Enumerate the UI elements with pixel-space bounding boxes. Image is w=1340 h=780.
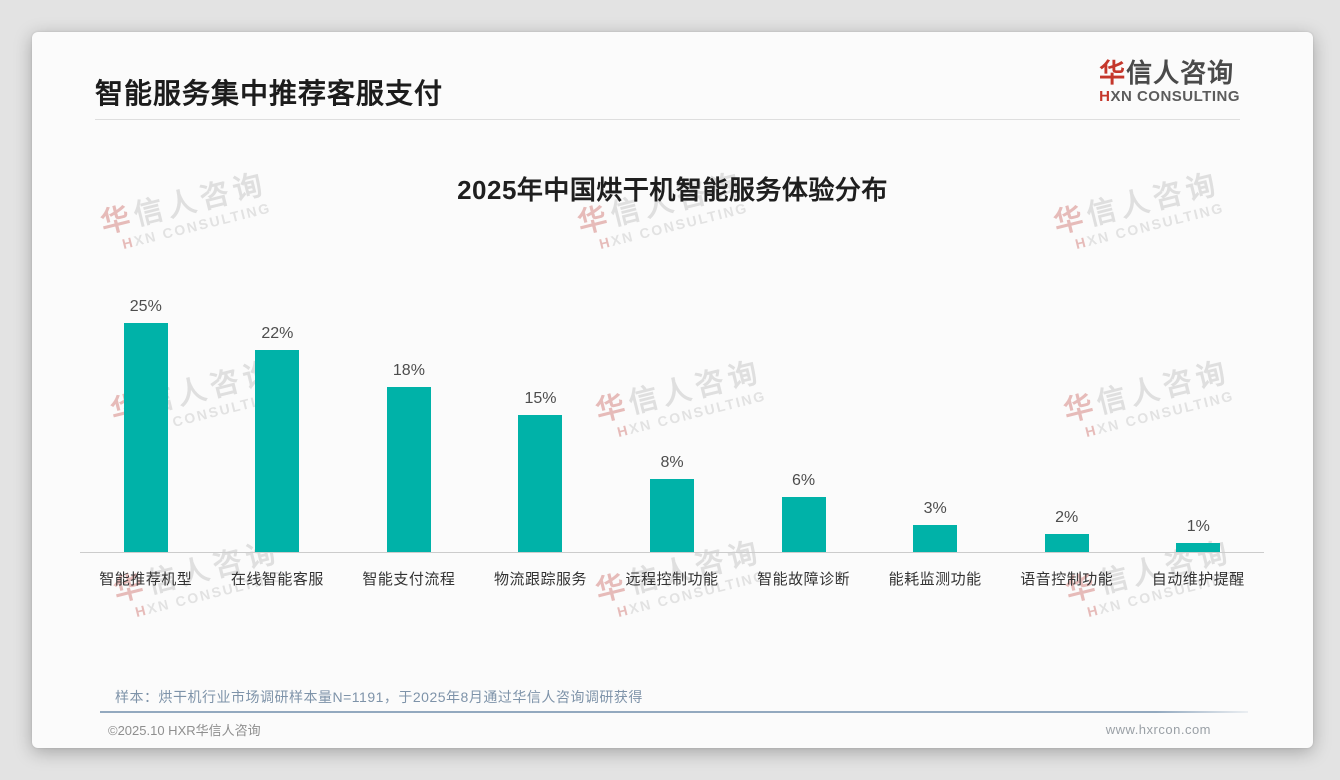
bar xyxy=(255,350,300,552)
company-logo: 华信人咨询 HXN CONSULTING xyxy=(1099,58,1240,106)
logo-en-accent: H xyxy=(1099,88,1111,105)
bar-column: 2% xyxy=(1001,509,1133,552)
website-url: www.hxrcon.com xyxy=(1105,722,1211,737)
header-divider xyxy=(95,119,1240,120)
logo-cn-text: 信人咨询 xyxy=(1126,58,1235,88)
bar xyxy=(518,415,563,552)
bar-value-label: 18% xyxy=(392,362,425,379)
watermark-en-line: HXN CONSULTING xyxy=(597,199,750,252)
bar-chart: 25% 22% 18% 15% 8% 6% 3% 2% 1% 智能推荐机型 在线智能客服 智能支付流… xyxy=(80,291,1264,589)
bar xyxy=(1176,543,1221,552)
bar xyxy=(650,479,695,552)
bar-category-label: 在线智能客服 xyxy=(230,571,324,588)
bar-category-label: 自动维护提醒 xyxy=(1151,571,1245,588)
bar-value-label: 6% xyxy=(792,472,816,489)
bar-column: 1% xyxy=(1133,518,1265,552)
bar-column: 3% xyxy=(869,500,1001,552)
bar xyxy=(123,323,168,552)
chart-title: 2025年中国烘干机智能服务体验分布 xyxy=(457,175,888,205)
bar-value-label: 3% xyxy=(923,500,947,517)
bar-value-label: 15% xyxy=(524,390,557,407)
bar-column: 25% xyxy=(80,298,212,552)
page-title: 智能服务集中推荐客服支付 xyxy=(95,78,444,109)
bar-column: 8% xyxy=(606,454,738,552)
bar xyxy=(913,525,958,552)
bar-value-label: 2% xyxy=(1055,509,1079,526)
bar-value-label: 8% xyxy=(660,454,684,471)
logo-english-name: HXN CONSULTING xyxy=(1099,88,1240,106)
bar-category-label: 远程控制功能 xyxy=(625,571,719,588)
bar-category-label: 语音控制功能 xyxy=(1020,571,1114,588)
watermark-en-line: HXN CONSULTING xyxy=(120,199,273,252)
bar-value-label: 25% xyxy=(129,298,162,315)
bar-category-label: 能耗监测功能 xyxy=(888,571,982,588)
bar-column: 6% xyxy=(738,472,870,552)
bar-value-label: 1% xyxy=(1186,518,1210,535)
watermark-en-line: HXN CONSULTING xyxy=(1073,199,1226,252)
bar xyxy=(1044,534,1089,552)
bar-column: 15% xyxy=(475,390,607,552)
bar-value-label: 22% xyxy=(261,325,294,342)
footer-divider xyxy=(100,711,1248,713)
bar xyxy=(781,497,826,552)
bar-category-label: 智能故障诊断 xyxy=(757,571,851,588)
bar-column: 22% xyxy=(212,325,344,552)
logo-chinese-name: 华信人咨询 xyxy=(1099,58,1240,88)
sample-note: 样本：烘干机行业市场调研样本量N=1191，于2025年8月通过华信人咨询调研获… xyxy=(115,689,643,705)
bar-category-label: 智能推荐机型 xyxy=(99,571,193,588)
logo-cn-accent: 华 xyxy=(1099,58,1127,88)
bar-column: 18% xyxy=(343,362,475,552)
report-slide: 华信人咨询 HXN CONSULTING 华信人咨询 HXN CONSULTING 华信… xyxy=(32,32,1313,748)
copyright-text: ©2025.10 HXR华信人咨询 xyxy=(108,723,261,738)
bars-row: 25% 22% 18% 15% 8% 6% 3% 2% 1% xyxy=(80,291,1264,553)
categories-row: 智能推荐机型 在线智能客服 智能支付流程 物流跟踪服务 远程控制功能 智能故障诊断 能耗监测… xyxy=(80,553,1264,589)
bar xyxy=(386,387,431,552)
bar-category-label: 智能支付流程 xyxy=(362,571,456,588)
logo-en-text: XN CONSULTING xyxy=(1110,88,1240,105)
bar-category-label: 物流跟踪服务 xyxy=(493,571,587,588)
